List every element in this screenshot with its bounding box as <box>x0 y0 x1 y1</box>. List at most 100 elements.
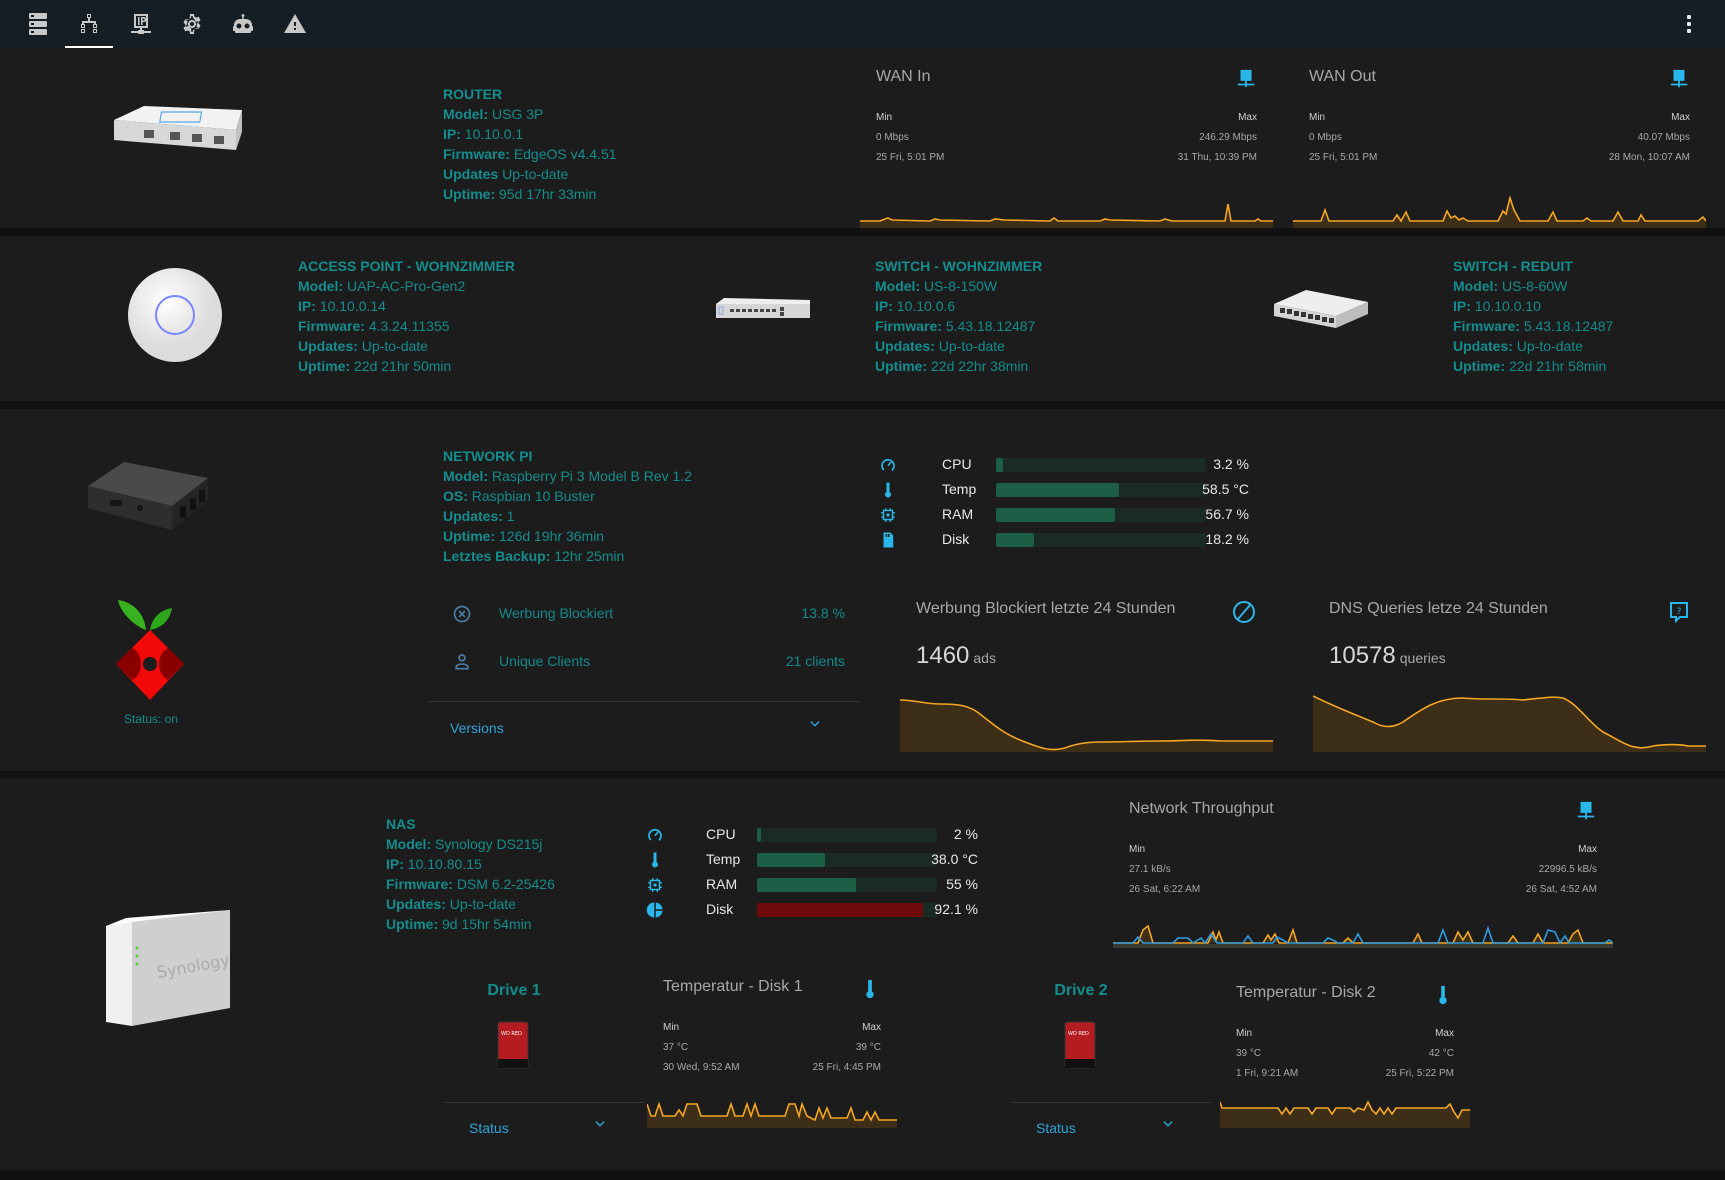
divider <box>444 1102 644 1103</box>
pie-chart-icon <box>646 902 663 918</box>
disk-2-min: Min 39 °C 1 Fri, 9:21 AM <box>1236 1028 1299 1079</box>
stat-row-temp: Temp 58.5 °C <box>879 479 1249 501</box>
dns-queries-graph[interactable]: DNS Queries letze 24 Stunden ? 10578 quer… <box>1313 592 1706 752</box>
server-icon <box>29 13 47 35</box>
disk-1-temp-graph[interactable]: Temperatur - Disk 1 Min 37 °C 30 Wed, 9:… <box>647 968 897 1128</box>
model-label: Model: <box>298 278 344 294</box>
model-label: Model: <box>386 836 432 852</box>
drive-2-status-expander[interactable]: Status <box>1036 1120 1076 1136</box>
pihole-logo <box>116 600 184 700</box>
divider <box>428 701 860 702</box>
ip-network-icon <box>131 14 151 34</box>
disk-1-min: Min 37 °C 30 Wed, 9:52 AM <box>663 1022 740 1073</box>
stat-bar-fill <box>996 508 1116 522</box>
list-item-unique-clients[interactable]: Unique Clients 21 clients <box>450 650 845 680</box>
disk-2-temp-graph[interactable]: Temperatur - Disk 2 Min 39 °C 1 Fri, 9:2… <box>1220 974 1470 1128</box>
list-item-ads-blocked[interactable]: Werbung Blockiert 13.8 % <box>450 602 845 632</box>
chevron-down-icon[interactable] <box>808 717 822 731</box>
switch-reduit-info: SWITCH - REDUIT Model: US-8-60W IP: 10.1… <box>1453 256 1613 376</box>
devices-card: ACCESS POINT - WOHNZIMMER Model: UAP-AC-… <box>0 236 1725 401</box>
wan-out-graph[interactable]: WAN Out Min 0 Mbps 25 Fri, 5:01 PM Max 4… <box>1293 58 1706 228</box>
stat-value: 18.2 % <box>1205 531 1249 547</box>
stat-label: Temp <box>706 851 741 867</box>
tab-server[interactable] <box>13 0 63 48</box>
ap-model: UAP-AC-Pro-Gen2 <box>347 278 466 294</box>
top-nav-bar <box>0 0 1725 48</box>
drive-1-status-expander[interactable]: Status <box>469 1120 509 1136</box>
stat-bar <box>757 853 937 867</box>
wan-in-graph[interactable]: WAN In Min 0 Mbps 25 Fri, 5:01 PM Max 24… <box>860 58 1273 228</box>
wan-out-sparkline <box>1293 195 1706 228</box>
switch-reduit-updates: Up-to-date <box>1516 338 1583 354</box>
ap-updates: Up-to-date <box>361 338 428 354</box>
ads-count: 1460 ads <box>916 642 996 669</box>
disk-1-temp-title: Temperatur - Disk 1 <box>663 978 803 995</box>
synology-nas-image: Synology <box>106 910 231 1026</box>
stat-bar-fill <box>996 533 1035 547</box>
network-throughput-graph[interactable]: Network Throughput Min 27.1 kB/s 26 Sat,… <box>1113 790 1613 950</box>
ads-blocked-value: 13.8 % <box>801 605 845 621</box>
speedometer-icon <box>881 458 895 473</box>
chevron-down-icon[interactable] <box>593 1117 607 1131</box>
thermometer-icon <box>885 482 891 498</box>
versions-expander[interactable]: Versions <box>450 720 504 736</box>
block-icon <box>1233 601 1255 623</box>
firmware-label: Firmware: <box>386 876 453 892</box>
stat-value: 3.2 % <box>1213 456 1249 472</box>
network-pi-card: NETWORK PI Model: Raspberry Pi 3 Model B… <box>0 409 1725 771</box>
throughput-max: Max 22996.5 kB/s 26 Sat, 4:52 AM <box>1525 844 1597 895</box>
router-title: ROUTER <box>443 86 503 102</box>
switch-150w-image <box>716 298 810 318</box>
chevron-down-icon[interactable] <box>1161 1117 1175 1131</box>
stat-value: 92.1 % <box>934 901 978 917</box>
stat-bar-fill <box>757 828 761 842</box>
model-label: Model: <box>443 468 489 484</box>
switch-wohnzimmer-model: US-8-150W <box>924 278 998 294</box>
wan-out-max: Max 40.07 Mbps 28 Mon, 10:07 AM <box>1608 112 1690 163</box>
pihole-status: Status: on <box>123 712 179 726</box>
nas-model: Synology DS215j <box>435 836 543 852</box>
ads-blocked-graph[interactable]: Werbung Blockiert letzte 24 Stunden 1460… <box>900 592 1273 752</box>
firmware-label: Firmware: <box>875 318 942 334</box>
switch-wohnzimmer-ip: 10.10.0.6 <box>896 298 956 314</box>
disk-2-temp-title: Temperatur - Disk 2 <box>1236 984 1376 1001</box>
pi-uptime: 126d 19hr 36min <box>499 528 605 544</box>
tab-alerts[interactable] <box>270 0 320 48</box>
stat-label: Disk <box>942 531 970 547</box>
chip-icon <box>881 508 895 522</box>
stat-value: 56.7 % <box>1205 506 1249 522</box>
updates-label: Updates <box>443 166 499 182</box>
switch-wohnzimmer-title: SWITCH - WOHNZIMMER <box>875 258 1043 274</box>
stat-value: 38.0 °C <box>931 851 978 867</box>
tab-ip[interactable] <box>116 0 166 48</box>
stat-bar-fill <box>757 903 923 917</box>
stat-row-ram: RAM 55 % <box>646 874 978 896</box>
pi-updates: 1 <box>506 508 515 524</box>
svg-text:WD RED: WD RED <box>1068 1031 1089 1037</box>
stat-bar <box>996 533 1206 547</box>
stat-bar-fill <box>996 483 1119 497</box>
more-vertical-icon[interactable] <box>1673 8 1705 40</box>
ip-label: IP: <box>1453 298 1471 314</box>
tab-automation[interactable] <box>218 0 268 48</box>
drive-1-title: Drive 1 <box>487 982 541 999</box>
os-label: OS: <box>443 488 468 504</box>
speedometer-icon <box>648 828 662 843</box>
drive-2-title: Drive 2 <box>1054 982 1108 999</box>
tab-network[interactable] <box>65 0 113 48</box>
nas-updates: Up-to-date <box>449 896 516 912</box>
svg-text:WD RED: WD RED <box>501 1031 522 1037</box>
updates-label: Updates: <box>875 338 935 354</box>
stat-label: CPU <box>706 826 736 842</box>
wan-in-title: WAN In <box>876 68 931 85</box>
stat-label: Temp <box>942 481 977 497</box>
stat-bar-fill <box>757 853 826 867</box>
hdd-image: WD RED <box>497 1021 529 1069</box>
firmware-label: Firmware: <box>1453 318 1520 334</box>
switch-wohnzimmer-uptime: 22d 22hr 38min <box>931 358 1029 374</box>
switch-wohnzimmer-info: SWITCH - WOHNZIMMER Model: US-8-150W IP:… <box>875 256 1042 376</box>
tab-settings[interactable] <box>167 0 217 48</box>
firmware-label: Firmware: <box>443 146 510 162</box>
ap-uptime: 22d 21hr 50min <box>354 358 452 374</box>
switch-wohnzimmer-firmware: 5.43.18.12487 <box>945 318 1036 334</box>
